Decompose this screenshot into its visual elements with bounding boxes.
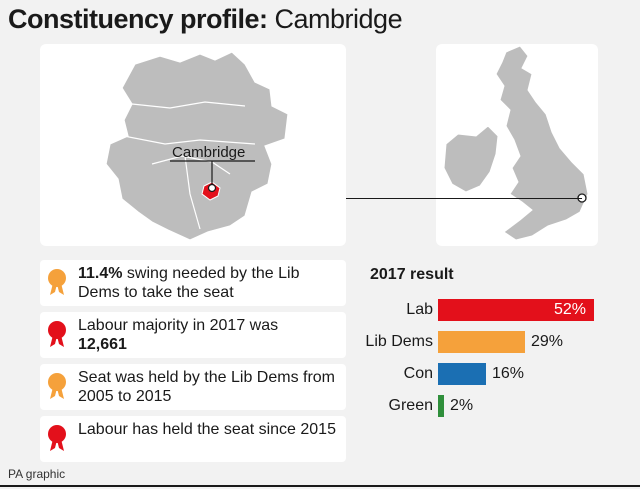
rosette-orange-icon: [48, 373, 66, 399]
rosette-orange-icon: [48, 269, 66, 295]
bar-label-green: Green: [388, 397, 433, 414]
cambridgeshire-map: [105, 51, 289, 241]
bar-label-lib-dems: Lib Dems: [365, 333, 433, 350]
bar-value-lib-dems: 29%: [531, 333, 564, 350]
bar-label-lab: Lab: [406, 301, 433, 318]
bar-lab: [438, 299, 594, 321]
footer-credit: PA graphic: [8, 467, 66, 481]
bar-green: [438, 395, 444, 417]
rosette-red-icon: [48, 425, 66, 451]
bottom-rule: [0, 485, 640, 487]
bar-lib-dems: [438, 331, 525, 353]
fact-labour-held-text: Labour has held the seat since 2015: [78, 421, 336, 438]
rosette-red-icon: [48, 321, 66, 347]
fact-lib-dem-held: Seat was held by the Lib Dems from 2005 …: [40, 364, 346, 410]
bar-value-green: 2%: [450, 397, 474, 414]
fact-majority-figure: 12,661: [78, 336, 127, 353]
bar-value-con: 16%: [492, 365, 525, 382]
title-bold: Constituency profile:: [8, 4, 268, 34]
fact-majority: Labour majority in 2017 was 12,661: [40, 312, 346, 358]
fact-swing: 11.4% swing needed by the Lib Dems to ta…: [40, 260, 346, 306]
map-connector-line: [346, 198, 582, 199]
bar-value-lab: 52%: [554, 301, 587, 318]
fact-majority-text: Labour majority in 2017 was: [78, 317, 279, 334]
uk-map-panel: [436, 44, 598, 246]
uk-map: [443, 45, 589, 241]
fact-labour-held: Labour has held the seat since 2015: [40, 416, 346, 462]
county-map-panel: Cambridge: [40, 44, 346, 246]
bar-con: [438, 363, 486, 385]
chart-title: 2017 result: [370, 266, 454, 283]
title-constituency: Cambridge: [274, 4, 403, 34]
fact-lib-dem-held-text: Seat was held by the Lib Dems from 2005 …: [78, 369, 336, 405]
county-map-label: Cambridge: [172, 144, 246, 161]
fact-swing-figure: 11.4%: [78, 265, 123, 282]
page-title: Constituency profile: Cambridge: [8, 4, 403, 35]
fact-swing-text: swing needed by the Lib Dems to take the…: [78, 265, 300, 301]
bar-label-con: Con: [403, 365, 433, 382]
